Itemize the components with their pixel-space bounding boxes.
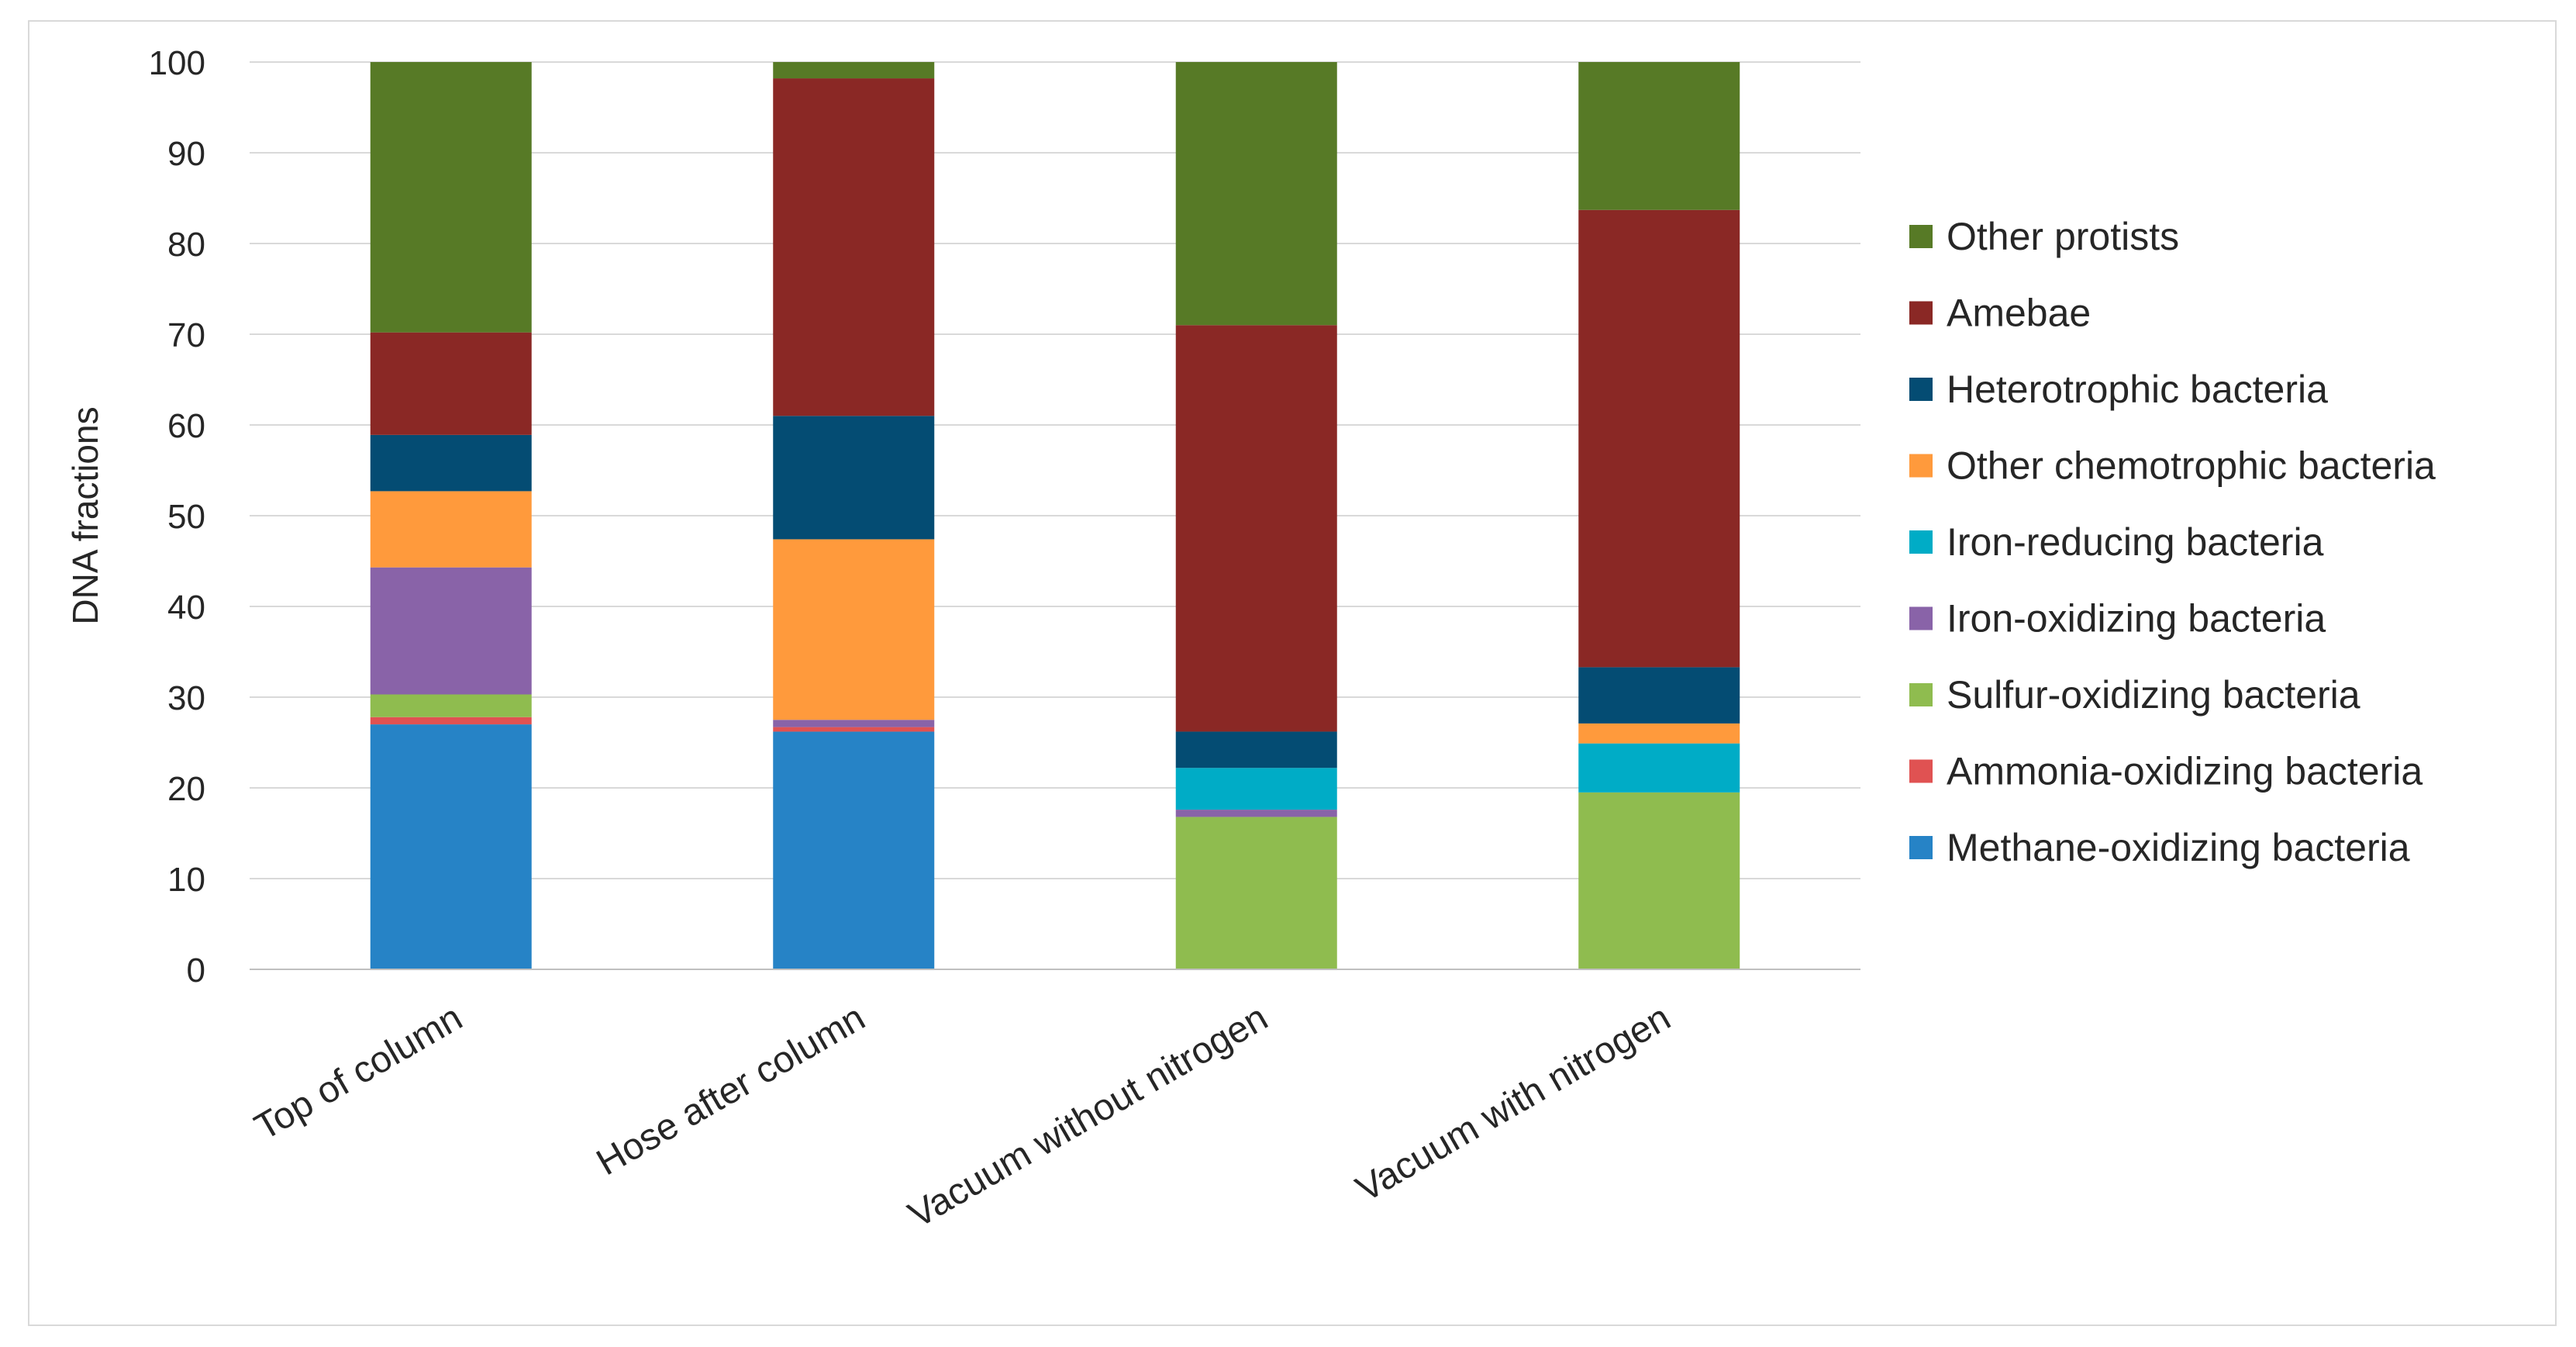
legend-swatch-1 (1909, 759, 1933, 783)
legend-item-8: Other protists (1909, 215, 2179, 258)
legend-label-5: Other chemotrophic bacteria (1947, 444, 2436, 488)
legend: Other protists Amebae Heterotrophic bacter… (1909, 215, 2436, 869)
legend-label-1: Ammonia-oxidizing bacteria (1947, 750, 2423, 793)
bar-segment-0-5 (370, 491, 532, 568)
y-tick-label-60: 60 (167, 407, 205, 445)
y-tick-label-40: 40 (167, 589, 205, 627)
legend-item-0: Methane-oxidizing bacteria (1909, 826, 2410, 869)
bar-segment-3-2 (1578, 792, 1740, 969)
bar-segment-1-6 (773, 416, 935, 540)
legend-item-2: Sulfur-oxidizing bacteria (1909, 673, 2360, 717)
x-category-label-2: Vacuum without nitrogen (902, 997, 1274, 1236)
bar-segment-0-2 (370, 694, 532, 717)
y-tick-label-10: 10 (167, 861, 205, 899)
bar-segment-3-6 (1578, 667, 1740, 724)
bar-segment-2-8 (1175, 62, 1337, 326)
bar-segment-0-8 (370, 62, 532, 333)
bar-segment-1-0 (773, 731, 935, 969)
y-axis-title: DNA fractions (65, 406, 105, 624)
y-tick-label-0: 0 (187, 952, 205, 990)
legend-swatch-4 (1909, 530, 1933, 554)
bar-segment-2-7 (1175, 325, 1337, 732)
legend-label-6: Heterotrophic bacteria (1947, 368, 2328, 411)
bar-segment-1-8 (773, 62, 935, 79)
y-tick-label-100: 100 (149, 44, 205, 82)
bar-segment-0-3 (370, 567, 532, 695)
bar-segment-3-8 (1578, 62, 1740, 210)
legend-label-4: Iron-reducing bacteria (1947, 520, 2324, 564)
legend-item-1: Ammonia-oxidizing bacteria (1909, 750, 2423, 793)
bar-segment-3-5 (1578, 723, 1740, 744)
y-tick-label-80: 80 (167, 226, 205, 264)
legend-swatch-6 (1909, 378, 1933, 401)
y-tick-label-20: 20 (167, 770, 205, 808)
bar-segment-2-2 (1175, 817, 1337, 969)
bar-segment-2-4 (1175, 768, 1337, 810)
bar-segment-2-6 (1175, 731, 1337, 768)
bars (370, 62, 1740, 969)
x-category-label-1: Hose after column (590, 997, 872, 1184)
legend-swatch-7 (1909, 301, 1933, 325)
chart-frame (28, 20, 2557, 1326)
y-tick-label-90: 90 (167, 135, 205, 173)
legend-label-0: Methane-oxidizing bacteria (1947, 826, 2410, 869)
legend-label-2: Sulfur-oxidizing bacteria (1947, 673, 2360, 717)
bar-segment-2-3 (1175, 810, 1337, 817)
legend-item-7: Amebae (1909, 292, 2091, 335)
legend-item-6: Heterotrophic bacteria (1909, 368, 2328, 411)
bar-segment-0-0 (370, 724, 532, 969)
bar-segment-1-3 (773, 720, 935, 727)
x-category-label-0: Top of column (248, 997, 469, 1148)
bar-segment-1-1 (773, 727, 935, 732)
x-category-label-3: Vacuum with nitrogen (1350, 997, 1678, 1211)
legend-label-8: Other protists (1947, 215, 2179, 258)
bar-segment-1-5 (773, 539, 935, 720)
y-tick-label-70: 70 (167, 316, 205, 354)
bar-segment-3-4 (1578, 743, 1740, 793)
legend-label-3: Iron-oxidizing bacteria (1947, 597, 2326, 641)
y-tick-label-30: 30 (167, 679, 205, 717)
legend-label-7: Amebae (1947, 292, 2091, 335)
legend-swatch-5 (1909, 454, 1933, 478)
legend-swatch-8 (1909, 225, 1933, 248)
bar-segment-0-7 (370, 332, 532, 435)
y-tick-label-50: 50 (167, 498, 205, 536)
bar-segment-1-7 (773, 78, 935, 416)
legend-swatch-2 (1909, 683, 1933, 706)
bar-segment-0-1 (370, 717, 532, 725)
legend-swatch-0 (1909, 836, 1933, 859)
legend-swatch-3 (1909, 606, 1933, 630)
bar-segment-0-6 (370, 434, 532, 492)
legend-item-5: Other chemotrophic bacteria (1909, 444, 2436, 488)
legend-item-3: Iron-oxidizing bacteria (1909, 597, 2326, 641)
legend-item-4: Iron-reducing bacteria (1909, 520, 2324, 564)
bar-segment-3-7 (1578, 209, 1740, 668)
